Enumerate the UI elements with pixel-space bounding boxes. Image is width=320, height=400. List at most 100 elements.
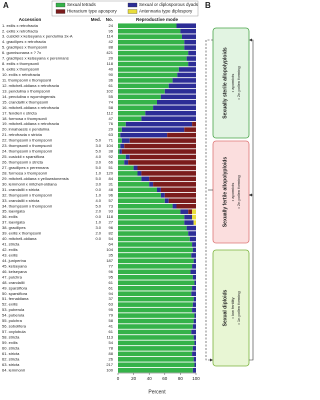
bar-segment — [118, 67, 179, 72]
table-cell: 0.0 — [95, 187, 101, 192]
bar-segment — [118, 242, 193, 247]
row-label: 34. thompsonii x thompsonii — [2, 203, 52, 208]
bar-segment — [118, 231, 189, 236]
row-label: 20. innahaesis x pendulina — [2, 127, 50, 132]
bar-segment — [121, 138, 130, 143]
row-label: 42. exilis — [2, 247, 18, 252]
table-cell: 3.0 — [95, 181, 101, 186]
table-cell: 93 — [109, 209, 114, 214]
table-cell: 63 — [109, 132, 114, 137]
bar-segment — [121, 149, 196, 154]
bar-segment — [118, 247, 193, 253]
x-tick-label: 40 — [147, 376, 153, 381]
table-cell: 20 — [109, 56, 114, 61]
bar-segment — [192, 302, 196, 307]
bar-segment — [191, 253, 196, 258]
bar-segment — [191, 329, 196, 335]
bar-segment — [192, 324, 196, 329]
row-label: 44. juniperina — [2, 258, 27, 263]
bar-segment — [118, 83, 169, 89]
legend-swatch — [127, 9, 138, 14]
group-box — [212, 249, 250, 367]
bar-segment — [192, 367, 196, 373]
bar-segment — [118, 100, 157, 105]
table-cell: 58 — [109, 318, 114, 323]
row-label: 40. mitchell-oldiana — [2, 236, 37, 241]
row-label: 60. stricta — [2, 345, 20, 350]
bar-segment — [141, 116, 196, 121]
row-label: 53. puberula — [2, 307, 25, 312]
table-cell: 4.0 — [95, 154, 101, 159]
bar-segment — [160, 187, 196, 193]
row-label: 14. pendulina x wyomingensis — [2, 94, 55, 99]
row-label: 50. sparsiflora — [2, 291, 28, 296]
column-header: Med. — [91, 17, 101, 22]
bar-segment — [118, 187, 157, 193]
row-label: 33. crandallii x stricta — [2, 198, 40, 203]
bar-segment — [118, 236, 190, 242]
row-label: 27. gracilipes x perennans — [2, 165, 49, 170]
table-cell: 5.0 — [95, 149, 101, 154]
panel-label: B — [205, 1, 211, 10]
bar-segment — [164, 198, 169, 204]
row-label: 16. mitchell-oldiana x retrofracta — [2, 105, 60, 110]
bar-segment — [125, 154, 130, 160]
bar-segment — [157, 187, 161, 193]
bar-segment — [181, 34, 196, 39]
row-label: 64. lemmonii — [2, 367, 25, 372]
bar-segment — [120, 132, 168, 138]
bar-segment — [172, 78, 196, 83]
table-cell: 118 — [107, 214, 114, 219]
table-cell: 37 — [109, 296, 114, 301]
bar-segment — [118, 302, 193, 307]
bar-segment — [118, 154, 126, 160]
table-cell: 5.0 — [95, 138, 101, 143]
bar-segment — [192, 121, 196, 127]
bar-segment — [118, 269, 191, 275]
arrowheads — [210, 38, 252, 362]
row-label: 52. exilis — [2, 302, 18, 307]
row-label: 30. lemmonii x mitchell-oldiana — [2, 181, 57, 186]
table-cell: 92 — [109, 154, 114, 159]
bar-segment — [160, 192, 165, 198]
box-title: Sexually sterile allopolyploids — [222, 47, 228, 119]
bar-segment — [188, 50, 196, 56]
bar-segment — [118, 357, 194, 362]
row-label: 51. fernaldiana — [2, 296, 29, 301]
row-label: 7. gracilipes x kelseyana x perennans — [2, 56, 69, 61]
x-tick-label: 20 — [131, 376, 137, 381]
bar-segment — [118, 39, 185, 45]
bar-segment — [118, 225, 187, 231]
bar-segment — [192, 351, 196, 357]
row-label: 13. pendulina x thompsonii — [2, 88, 50, 93]
box-title: Sexually fertile allopolyploids — [222, 157, 228, 228]
bar-segment — [192, 307, 196, 313]
table-cell: 217 — [106, 362, 113, 367]
table-cell: 29 — [109, 127, 114, 132]
bar-segment — [168, 83, 196, 89]
table-cell: 5.0 — [95, 203, 101, 208]
table-cell: 95 — [109, 274, 114, 279]
bar-segment — [118, 367, 193, 373]
bar-segment — [118, 56, 187, 61]
table-cell: 102 — [106, 88, 113, 93]
row-label: 45. kelseyana — [2, 263, 27, 268]
table-cell: 112 — [107, 110, 114, 115]
bar-segment — [137, 165, 196, 171]
bar-segment — [153, 105, 196, 111]
bar-segment — [118, 362, 195, 368]
bar-segment — [180, 209, 189, 214]
row-label: 38. gracilipes — [2, 225, 26, 230]
row-label: 28. formosa x thompsonii — [2, 170, 47, 175]
legend-label: Antennaria type diplospory — [139, 9, 193, 14]
table-cell: 24 — [109, 23, 114, 28]
bar-segment — [118, 61, 189, 67]
table-cell: 64 — [109, 242, 114, 247]
box-item: • low fertility — [230, 297, 235, 318]
table-cell: 61 — [109, 83, 114, 88]
row-label: 4. gracilipes x retrofracta — [2, 39, 47, 44]
bar-segment — [164, 192, 196, 198]
table-cell: 77 — [109, 263, 114, 268]
table-cell: 95 — [109, 28, 114, 33]
bar-segment — [193, 296, 196, 302]
